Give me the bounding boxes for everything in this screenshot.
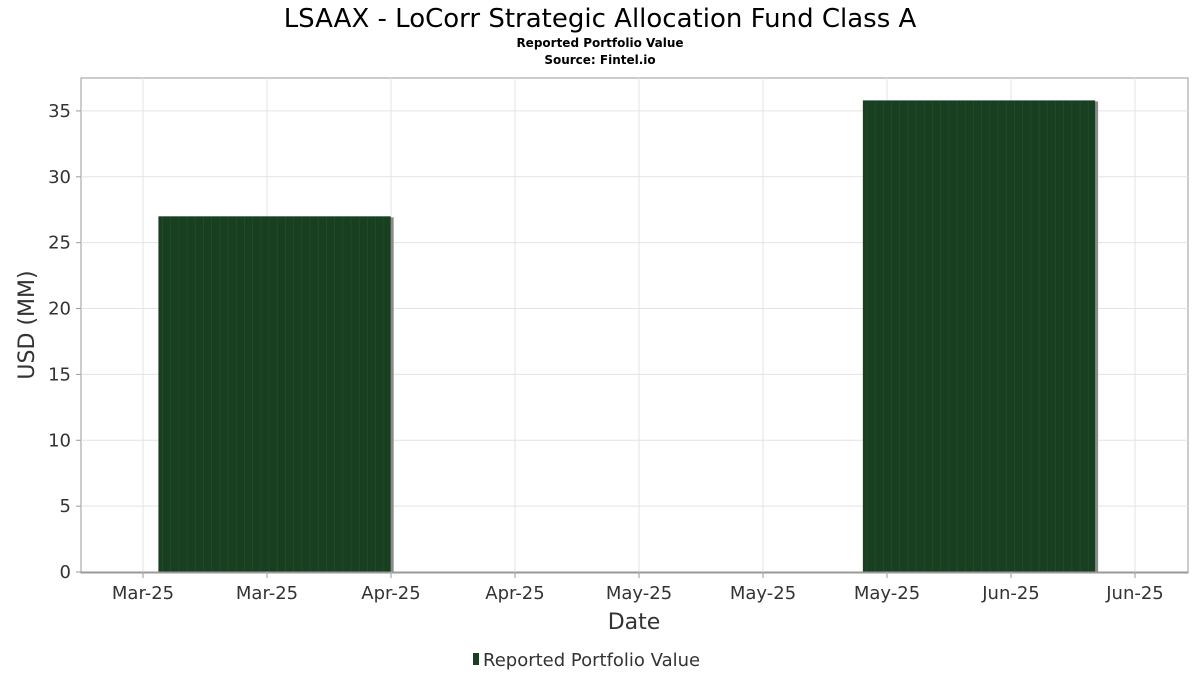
y-axis-label: USD (MM) [15, 270, 40, 379]
y-tick-label: 25 [48, 233, 71, 254]
bars [158, 100, 1099, 573]
chart-subtitle: Reported Portfolio Value [516, 36, 683, 50]
x-axis-ticks: Mar-25 Mar-25 Apr-25 Apr-25 May-25 May-25 May-… [81, 571, 1188, 604]
x-tick-label: Mar-25 [236, 583, 298, 604]
bar-fill [862, 100, 1096, 573]
y-tick-label: 15 [48, 364, 71, 385]
bar [158, 216, 394, 572]
x-tick-label: Jun-25 [1105, 583, 1164, 604]
y-tick-label: 30 [48, 167, 71, 188]
x-tick-label: May-25 [730, 583, 796, 604]
bar-fill [158, 216, 391, 572]
y-axis-ticks: 0 5 10 15 20 25 30 35 [48, 101, 81, 583]
legend-swatch [473, 653, 479, 665]
x-tick-label: Apr-25 [361, 583, 420, 604]
x-tick-label: May-25 [854, 583, 920, 604]
x-tick-label: Apr-25 [485, 583, 544, 604]
x-tick-label: Mar-25 [112, 583, 174, 604]
y-tick-label: 10 [48, 430, 71, 451]
x-tick-label: Jun-25 [981, 583, 1040, 604]
y-tick-label: 35 [48, 101, 71, 122]
y-tick-label: 0 [60, 562, 71, 583]
x-tick-label: May-25 [606, 583, 672, 604]
bar [862, 100, 1099, 573]
y-tick-label: 20 [48, 299, 71, 320]
legend-label: Reported Portfolio Value [483, 650, 700, 671]
x-axis-label: Date [608, 610, 661, 635]
legend: Reported Portfolio Value [473, 650, 700, 671]
y-tick-label: 5 [60, 496, 71, 517]
chart-title: LSAAX - LoCorr Strategic Allocation Fund… [284, 4, 917, 34]
chart-source: Source: Fintel.io [544, 53, 655, 67]
